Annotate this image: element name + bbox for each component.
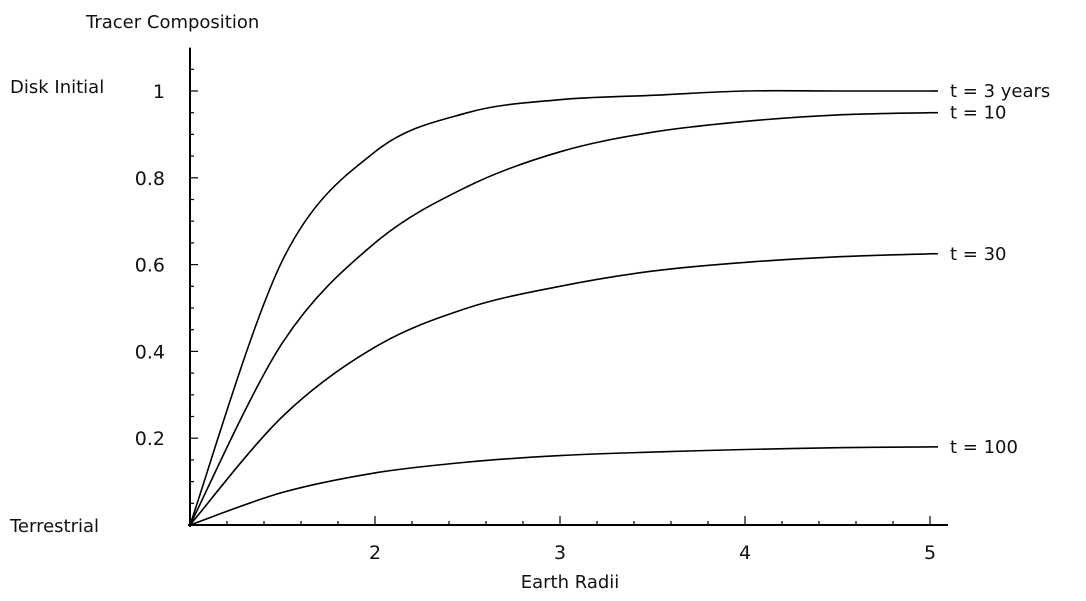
x-tick-label: 3	[554, 542, 566, 564]
axes: 0.2 0.4 0.6 0.8 1 2 3 4 5	[135, 47, 948, 564]
series-label-3: t = 30	[950, 244, 1007, 265]
series-label-2: t = 10	[950, 103, 1007, 124]
y-tick-label: 0.2	[135, 428, 165, 450]
series-label-4: t = 100	[950, 437, 1018, 458]
x-tick-label: 5	[924, 542, 936, 564]
series-label-1: t = 3 years	[950, 81, 1050, 102]
series-line-4	[189, 446, 931, 526]
x-tick-label: 2	[369, 542, 381, 564]
y-tick-label: 0.4	[135, 341, 165, 363]
series-curves	[189, 89, 931, 526]
y-tick-label: 0.6	[135, 255, 165, 277]
x-tick-label: 4	[739, 542, 751, 564]
y-bottom-label: Terrestrial	[9, 516, 99, 537]
y-top-label: Disk Initial	[10, 77, 104, 98]
series-line-1	[189, 89, 931, 526]
x-axis-title: Earth Radii	[521, 572, 620, 593]
series-line-2	[189, 111, 931, 526]
y-tick-label: 0.8	[135, 168, 165, 190]
series-line-3	[189, 253, 931, 526]
y-axis-title: Tracer Composition	[85, 12, 259, 33]
y-tick-label: 1	[153, 81, 165, 103]
